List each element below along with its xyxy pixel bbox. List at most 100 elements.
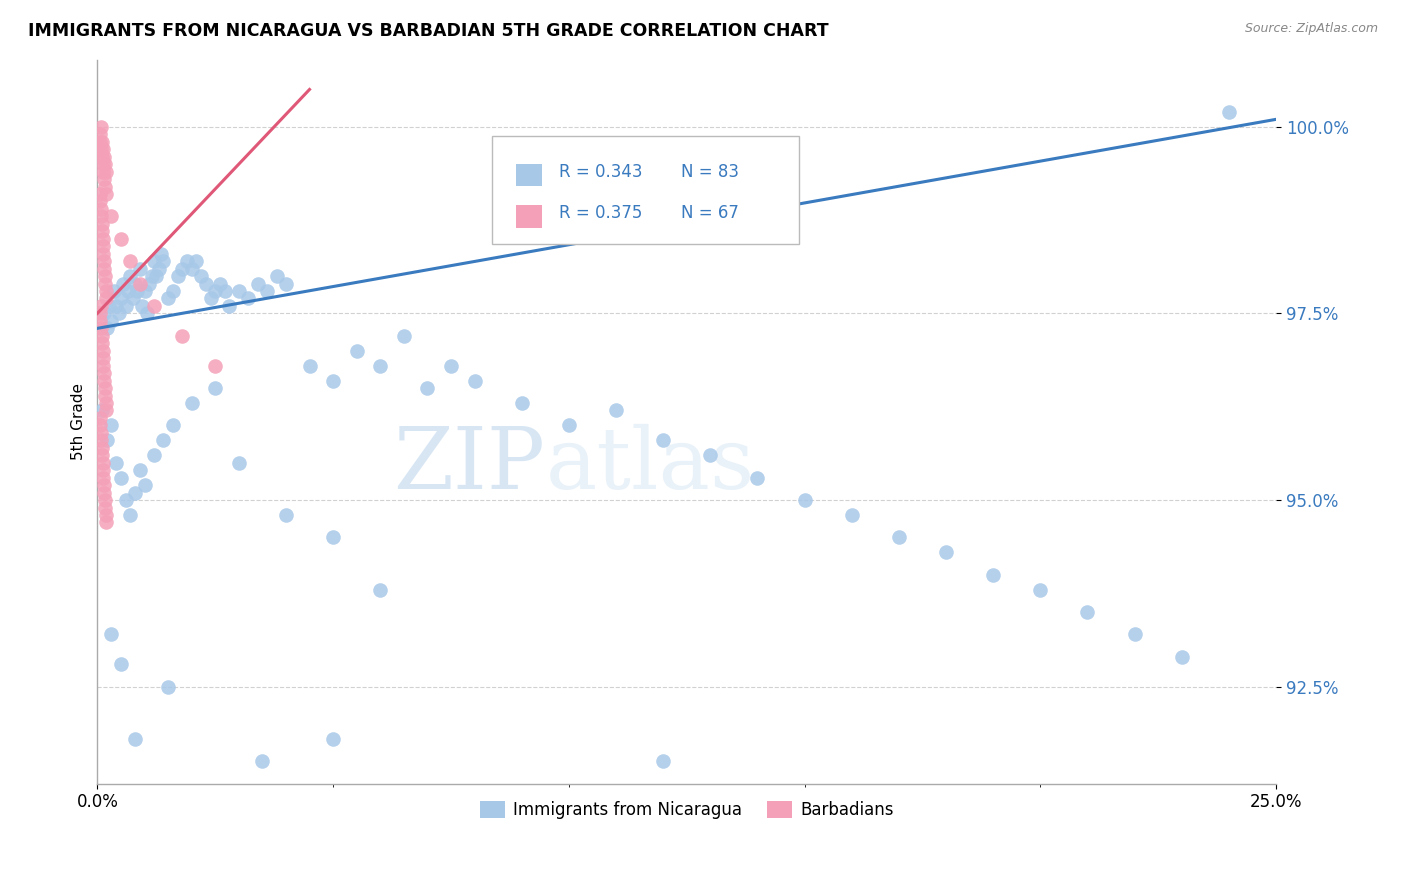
Point	[127, 284, 149, 298]
Point	[91, 403, 114, 417]
Point	[90, 321, 112, 335]
Point	[114, 299, 136, 313]
Point	[90, 299, 112, 313]
Point	[90, 120, 112, 134]
Point	[90, 425, 112, 440]
Point	[91, 463, 114, 477]
Point	[93, 366, 115, 380]
Point	[96, 434, 118, 448]
Point	[747, 470, 769, 484]
Point	[172, 261, 194, 276]
Point	[194, 277, 217, 291]
Point	[89, 314, 111, 328]
Point	[100, 627, 122, 641]
Point	[135, 306, 157, 320]
Point	[105, 456, 128, 470]
Point	[94, 179, 117, 194]
Point	[128, 261, 150, 276]
Point	[93, 306, 115, 320]
Point	[298, 359, 321, 373]
Point	[322, 731, 344, 746]
Point	[90, 202, 112, 216]
Y-axis label: 5th Grade: 5th Grade	[72, 384, 86, 460]
Point	[652, 755, 675, 769]
Point	[166, 269, 188, 284]
Text: R = 0.343: R = 0.343	[560, 163, 643, 181]
Point	[90, 210, 112, 224]
Point	[93, 164, 115, 178]
Point	[605, 403, 627, 417]
Point	[105, 299, 128, 313]
Point	[1218, 104, 1240, 119]
Text: IMMIGRANTS FROM NICARAGUA VS BARBADIAN 5TH GRADE CORRELATION CHART: IMMIGRANTS FROM NICARAGUA VS BARBADIAN 5…	[28, 22, 828, 40]
Point	[346, 343, 368, 358]
Point	[152, 434, 174, 448]
Point	[204, 381, 226, 395]
Legend: Immigrants from Nicaragua, Barbadians: Immigrants from Nicaragua, Barbadians	[472, 795, 900, 826]
Point	[266, 269, 288, 284]
Point	[91, 336, 114, 351]
Point	[91, 351, 114, 366]
Point	[93, 150, 115, 164]
Point	[96, 403, 118, 417]
Point	[96, 186, 118, 201]
Point	[90, 441, 112, 455]
Point	[91, 142, 114, 156]
FancyBboxPatch shape	[516, 205, 541, 227]
Point	[186, 254, 208, 268]
Point	[252, 755, 274, 769]
Point	[91, 232, 114, 246]
Point	[510, 396, 533, 410]
Point	[91, 343, 114, 358]
Point	[176, 254, 198, 268]
Point	[114, 493, 136, 508]
Point	[94, 493, 117, 508]
Point	[558, 418, 581, 433]
Point	[100, 314, 122, 328]
Text: atlas: atlas	[546, 424, 755, 507]
Point	[93, 172, 115, 186]
Point	[94, 157, 117, 171]
Point	[121, 292, 143, 306]
Point	[93, 485, 115, 500]
Point	[208, 277, 231, 291]
Point	[93, 478, 115, 492]
Point	[246, 277, 269, 291]
Point	[152, 254, 174, 268]
Point	[1171, 649, 1194, 664]
Point	[90, 217, 112, 231]
Point	[128, 463, 150, 477]
Point	[1076, 605, 1098, 619]
Text: N = 83: N = 83	[681, 163, 738, 181]
Point	[793, 493, 815, 508]
Point	[90, 434, 112, 448]
Point	[120, 508, 142, 522]
Point	[117, 284, 139, 298]
Point	[91, 239, 114, 253]
Point	[89, 194, 111, 209]
Point	[162, 284, 184, 298]
Point	[112, 277, 135, 291]
Point	[90, 328, 112, 343]
Point	[157, 292, 180, 306]
Point	[180, 261, 202, 276]
Point	[214, 284, 236, 298]
Point	[228, 456, 250, 470]
Point	[124, 485, 146, 500]
Point	[89, 135, 111, 149]
Point	[142, 254, 165, 268]
Point	[124, 731, 146, 746]
Point	[89, 418, 111, 433]
Point	[368, 582, 391, 597]
Point	[94, 284, 117, 298]
Point	[162, 418, 184, 433]
Point	[110, 657, 132, 672]
Point	[148, 261, 170, 276]
Point	[110, 292, 132, 306]
Point	[94, 277, 117, 291]
Point	[274, 277, 297, 291]
Point	[134, 478, 156, 492]
Point	[91, 157, 114, 171]
Point	[120, 254, 142, 268]
Point	[100, 210, 122, 224]
